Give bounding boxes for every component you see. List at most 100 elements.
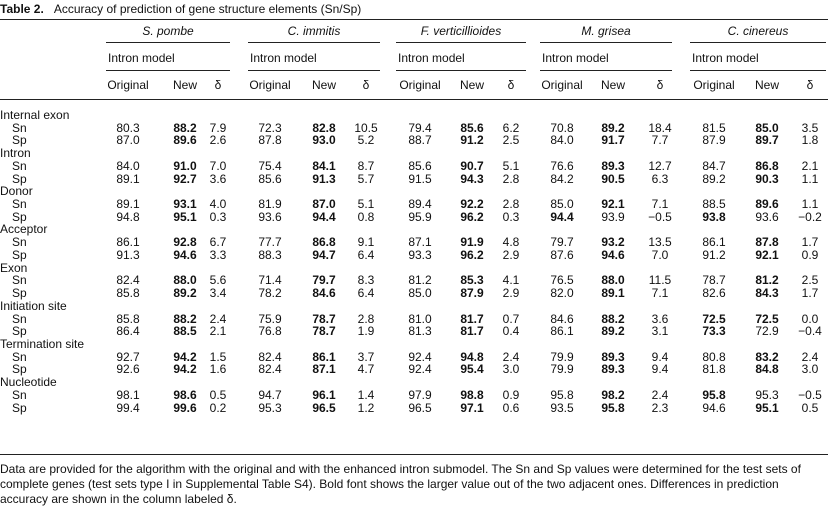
cell: 91.0 — [173, 158, 197, 173]
cell: 84.6 — [312, 286, 336, 301]
cell: 89.6 — [755, 197, 779, 212]
cell: 3.6 — [209, 171, 227, 186]
cell: 73.3 — [702, 324, 726, 339]
cell: 3.1 — [651, 324, 669, 339]
column-header: Original — [541, 78, 583, 92]
cell: 98.6 — [173, 387, 197, 402]
cell: 7.1 — [651, 286, 669, 301]
cell: 1.4 — [357, 387, 375, 402]
cell: 92.2 — [460, 197, 484, 212]
cell: 93.9 — [601, 209, 625, 224]
cell: 76.8 — [258, 324, 282, 339]
row-label: Sn — [12, 197, 27, 212]
cell: 91.2 — [702, 247, 726, 262]
cell: 92.1 — [755, 247, 779, 262]
cell: 83.2 — [755, 349, 779, 364]
cell: 87.9 — [460, 286, 484, 301]
cell: 82.4 — [258, 349, 282, 364]
cell: 93.3 — [408, 247, 432, 262]
column-header: New — [311, 78, 337, 92]
cell: 84.2 — [550, 171, 574, 186]
column-header: Original — [693, 78, 735, 92]
cell: 8.3 — [357, 273, 375, 288]
group-label: Intron — [0, 146, 31, 161]
cell: 95.8 — [601, 400, 625, 415]
cell: 85.6 — [408, 158, 432, 173]
row-label: Sn — [12, 235, 27, 250]
cell: 70.8 — [550, 120, 574, 135]
cell: 9.4 — [651, 362, 669, 377]
row-label: Sn — [12, 349, 27, 364]
cell: 9.1 — [357, 235, 375, 250]
cell: 84.0 — [116, 158, 140, 173]
cell: 82.4 — [116, 273, 140, 288]
cell: 86.8 — [755, 158, 779, 173]
cell: 2.1 — [801, 158, 819, 173]
submodel-header: Intron model — [108, 51, 175, 65]
cell: 87.8 — [755, 235, 779, 250]
group-label: Termination site — [0, 336, 85, 351]
cell: 84.1 — [312, 158, 336, 173]
cell: 7.0 — [651, 247, 669, 262]
cell: 86.8 — [312, 235, 336, 250]
cell: 86.1 — [550, 324, 574, 339]
cell: 93.8 — [702, 209, 726, 224]
species-rule — [690, 42, 826, 43]
cell: 3.5 — [801, 120, 819, 135]
cell: 3.7 — [357, 349, 375, 364]
species-header: C. immitis — [287, 24, 341, 38]
cell: 89.2 — [601, 324, 625, 339]
cell: 87.1 — [408, 235, 432, 250]
column-header: New — [459, 78, 485, 92]
cell: 94.6 — [601, 247, 625, 262]
cell: 88.2 — [601, 311, 625, 326]
cell: 93.1 — [173, 197, 197, 212]
cell: 93.6 — [755, 209, 779, 224]
cell: 87.6 — [550, 247, 574, 262]
cell: 87.1 — [312, 362, 336, 377]
group-label: Donor — [0, 184, 33, 199]
cell: 98.8 — [460, 387, 484, 402]
row-label: Sn — [12, 158, 27, 173]
cell: 2.8 — [502, 171, 520, 186]
cell: 82.0 — [550, 286, 574, 301]
cell: 89.1 — [601, 286, 625, 301]
cell: 79.9 — [550, 349, 574, 364]
row-label: Sp — [12, 286, 27, 301]
cell: 95.1 — [755, 400, 779, 415]
cell: 94.8 — [116, 209, 140, 224]
cell: 4.1 — [502, 273, 520, 288]
cell: 81.7 — [460, 311, 484, 326]
column-header: Original — [107, 78, 149, 92]
cell: 95.8 — [550, 387, 574, 402]
cell: 6.4 — [357, 247, 375, 262]
top-rule — [0, 19, 828, 20]
cell: 2.1 — [209, 324, 227, 339]
cell: 1.9 — [357, 324, 375, 339]
cell: 8.7 — [357, 158, 375, 173]
cell: 81.0 — [408, 311, 432, 326]
footnote: Data are provided for the algorithm with… — [0, 462, 801, 506]
cell: 94.8 — [460, 349, 484, 364]
cell: 91.3 — [116, 247, 140, 262]
cell: 85.8 — [116, 286, 140, 301]
cell: 81.8 — [702, 362, 726, 377]
submodel-rule — [106, 70, 230, 71]
row-label: Sp — [12, 247, 27, 262]
cell: 2.5 — [801, 273, 819, 288]
cell: 82.6 — [702, 286, 726, 301]
cell: 92.7 — [116, 349, 140, 364]
cell: 2.4 — [651, 387, 669, 402]
cell: 91.2 — [460, 133, 484, 148]
cell: 6.2 — [502, 120, 520, 135]
cell: 92.6 — [116, 362, 140, 377]
cell: 84.3 — [755, 286, 779, 301]
cell: 88.0 — [601, 273, 625, 288]
cell: 94.7 — [312, 247, 336, 262]
cell: 85.0 — [408, 286, 432, 301]
cell: 93.0 — [312, 133, 336, 148]
cell: 81.9 — [258, 197, 282, 212]
cell: 85.0 — [550, 197, 574, 212]
cell: 5.1 — [502, 158, 520, 173]
